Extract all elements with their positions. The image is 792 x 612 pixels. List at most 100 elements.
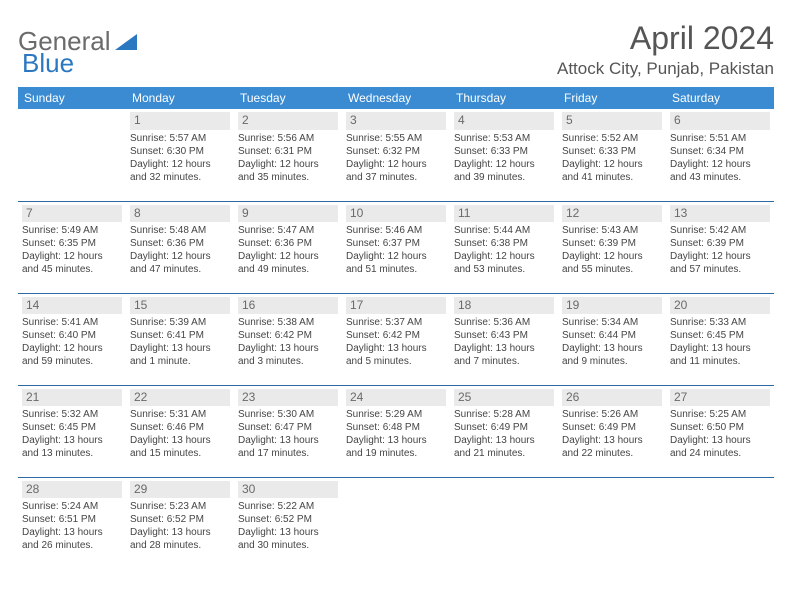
sunrise-text: Sunrise: 5:37 AM bbox=[346, 316, 446, 329]
daylight-text: and 21 minutes. bbox=[454, 447, 554, 460]
calendar-week-row: 7Sunrise: 5:49 AMSunset: 6:35 PMDaylight… bbox=[18, 201, 774, 293]
daylight-text: Daylight: 13 hours bbox=[238, 434, 338, 447]
calendar-day-cell: 5Sunrise: 5:52 AMSunset: 6:33 PMDaylight… bbox=[558, 109, 666, 201]
daylight-text: and 7 minutes. bbox=[454, 355, 554, 368]
calendar-day-cell bbox=[450, 477, 558, 569]
calendar-day-cell: 8Sunrise: 5:48 AMSunset: 6:36 PMDaylight… bbox=[126, 201, 234, 293]
sunrise-text: Sunrise: 5:33 AM bbox=[670, 316, 770, 329]
sunset-text: Sunset: 6:37 PM bbox=[346, 237, 446, 250]
sunrise-text: Sunrise: 5:22 AM bbox=[238, 500, 338, 513]
daylight-text: Daylight: 12 hours bbox=[22, 342, 122, 355]
calendar-day-cell: 22Sunrise: 5:31 AMSunset: 6:46 PMDayligh… bbox=[126, 385, 234, 477]
daylight-text: and 53 minutes. bbox=[454, 263, 554, 276]
daylight-text: and 55 minutes. bbox=[562, 263, 662, 276]
day-number: 11 bbox=[454, 205, 554, 223]
daylight-text: and 57 minutes. bbox=[670, 263, 770, 276]
sunset-text: Sunset: 6:32 PM bbox=[346, 145, 446, 158]
weekday-header: Thursday bbox=[450, 87, 558, 109]
calendar-week-row: 14Sunrise: 5:41 AMSunset: 6:40 PMDayligh… bbox=[18, 293, 774, 385]
weekday-header-row: Sunday Monday Tuesday Wednesday Thursday… bbox=[18, 87, 774, 109]
day-number: 28 bbox=[22, 481, 122, 499]
weekday-header: Wednesday bbox=[342, 87, 450, 109]
daylight-text: Daylight: 13 hours bbox=[562, 342, 662, 355]
calendar-day-cell: 7Sunrise: 5:49 AMSunset: 6:35 PMDaylight… bbox=[18, 201, 126, 293]
sunset-text: Sunset: 6:40 PM bbox=[22, 329, 122, 342]
calendar-table: Sunday Monday Tuesday Wednesday Thursday… bbox=[18, 87, 774, 569]
calendar-day-cell: 11Sunrise: 5:44 AMSunset: 6:38 PMDayligh… bbox=[450, 201, 558, 293]
daylight-text: Daylight: 12 hours bbox=[130, 250, 230, 263]
sunrise-text: Sunrise: 5:48 AM bbox=[130, 224, 230, 237]
daylight-text: and 17 minutes. bbox=[238, 447, 338, 460]
sunset-text: Sunset: 6:38 PM bbox=[454, 237, 554, 250]
day-number: 3 bbox=[346, 112, 446, 130]
sunrise-text: Sunrise: 5:41 AM bbox=[22, 316, 122, 329]
calendar-day-cell: 3Sunrise: 5:55 AMSunset: 6:32 PMDaylight… bbox=[342, 109, 450, 201]
daylight-text: Daylight: 12 hours bbox=[670, 158, 770, 171]
calendar-day-cell: 18Sunrise: 5:36 AMSunset: 6:43 PMDayligh… bbox=[450, 293, 558, 385]
sunset-text: Sunset: 6:35 PM bbox=[22, 237, 122, 250]
daylight-text: Daylight: 13 hours bbox=[346, 342, 446, 355]
sunset-text: Sunset: 6:30 PM bbox=[130, 145, 230, 158]
calendar-week-row: 1 Sunrise: 5:57 AMSunset: 6:30 PM Daylight… bbox=[18, 109, 774, 201]
weekday-header: Monday bbox=[126, 87, 234, 109]
sunset-text: Sunset: 6:36 PM bbox=[130, 237, 230, 250]
daylight-text: and 24 minutes. bbox=[670, 447, 770, 460]
daylight-text: and 51 minutes. bbox=[346, 263, 446, 276]
weekday-header: Tuesday bbox=[234, 87, 342, 109]
day-number: 16 bbox=[238, 297, 338, 315]
calendar-day-cell: 28Sunrise: 5:24 AMSunset: 6:51 PMDayligh… bbox=[18, 477, 126, 569]
day-number: 14 bbox=[22, 297, 122, 315]
sunset-text: Sunset: 6:51 PM bbox=[22, 513, 122, 526]
day-number: 12 bbox=[562, 205, 662, 223]
month-title: April 2024 bbox=[557, 20, 774, 57]
day-number: 27 bbox=[670, 389, 770, 407]
calendar-day-cell: 19Sunrise: 5:34 AMSunset: 6:44 PMDayligh… bbox=[558, 293, 666, 385]
day-number: 8 bbox=[130, 205, 230, 223]
daylight-text: and 41 minutes. bbox=[562, 171, 662, 184]
calendar-day-cell: 27Sunrise: 5:25 AMSunset: 6:50 PMDayligh… bbox=[666, 385, 774, 477]
daylight-text: and 39 minutes. bbox=[454, 171, 554, 184]
sunrise-text: Sunrise: 5:57 AM bbox=[130, 132, 230, 145]
calendar-day-cell: 13Sunrise: 5:42 AMSunset: 6:39 PMDayligh… bbox=[666, 201, 774, 293]
sunrise-text: Sunrise: 5:56 AM bbox=[238, 132, 338, 145]
sunset-text: Sunset: 6:49 PM bbox=[562, 421, 662, 434]
daylight-text: Daylight: 13 hours bbox=[130, 434, 230, 447]
weekday-header: Friday bbox=[558, 87, 666, 109]
day-number: 23 bbox=[238, 389, 338, 407]
daylight-text: Daylight: 12 hours bbox=[238, 158, 338, 171]
sunset-text: Sunset: 6:34 PM bbox=[670, 145, 770, 158]
daylight-text: and 15 minutes. bbox=[130, 447, 230, 460]
daylight-text: and 11 minutes. bbox=[670, 355, 770, 368]
sunset-text: Sunset: 6:39 PM bbox=[670, 237, 770, 250]
daylight-text: and 5 minutes. bbox=[346, 355, 446, 368]
daylight-text: and 43 minutes. bbox=[670, 171, 770, 184]
daylight-text: and 9 minutes. bbox=[562, 355, 662, 368]
daylight-text: and 45 minutes. bbox=[22, 263, 122, 276]
calendar-day-cell: 29Sunrise: 5:23 AMSunset: 6:52 PMDayligh… bbox=[126, 477, 234, 569]
sunset-text: Sunset: 6:48 PM bbox=[346, 421, 446, 434]
day-number: 18 bbox=[454, 297, 554, 315]
sunrise-text: Sunrise: 5:34 AM bbox=[562, 316, 662, 329]
day-number: 1 bbox=[130, 112, 230, 130]
sunrise-text: Sunrise: 5:29 AM bbox=[346, 408, 446, 421]
calendar-day-cell: 10Sunrise: 5:46 AMSunset: 6:37 PMDayligh… bbox=[342, 201, 450, 293]
daylight-text: Daylight: 13 hours bbox=[238, 342, 338, 355]
sunset-text: Sunset: 6:44 PM bbox=[562, 329, 662, 342]
sunset-text: Sunset: 6:41 PM bbox=[130, 329, 230, 342]
daylight-text: and 47 minutes. bbox=[130, 263, 230, 276]
sunrise-text: Sunrise: 5:49 AM bbox=[22, 224, 122, 237]
day-number: 5 bbox=[562, 112, 662, 130]
daylight-text: Daylight: 12 hours bbox=[454, 158, 554, 171]
sunset-text: Sunset: 6:49 PM bbox=[454, 421, 554, 434]
sunrise-text: Sunrise: 5:28 AM bbox=[454, 408, 554, 421]
daylight-text: Daylight: 13 hours bbox=[670, 434, 770, 447]
weekday-header: Saturday bbox=[666, 87, 774, 109]
day-number: 26 bbox=[562, 389, 662, 407]
day-number: 19 bbox=[562, 297, 662, 315]
sunset-text: Sunset: 6:42 PM bbox=[238, 329, 338, 342]
calendar-day-cell: 14Sunrise: 5:41 AMSunset: 6:40 PMDayligh… bbox=[18, 293, 126, 385]
sunrise-text: Sunrise: 5:30 AM bbox=[238, 408, 338, 421]
daylight-text: Daylight: 13 hours bbox=[346, 434, 446, 447]
daylight-text: Daylight: 12 hours bbox=[346, 158, 446, 171]
daylight-text: Daylight: 13 hours bbox=[22, 434, 122, 447]
